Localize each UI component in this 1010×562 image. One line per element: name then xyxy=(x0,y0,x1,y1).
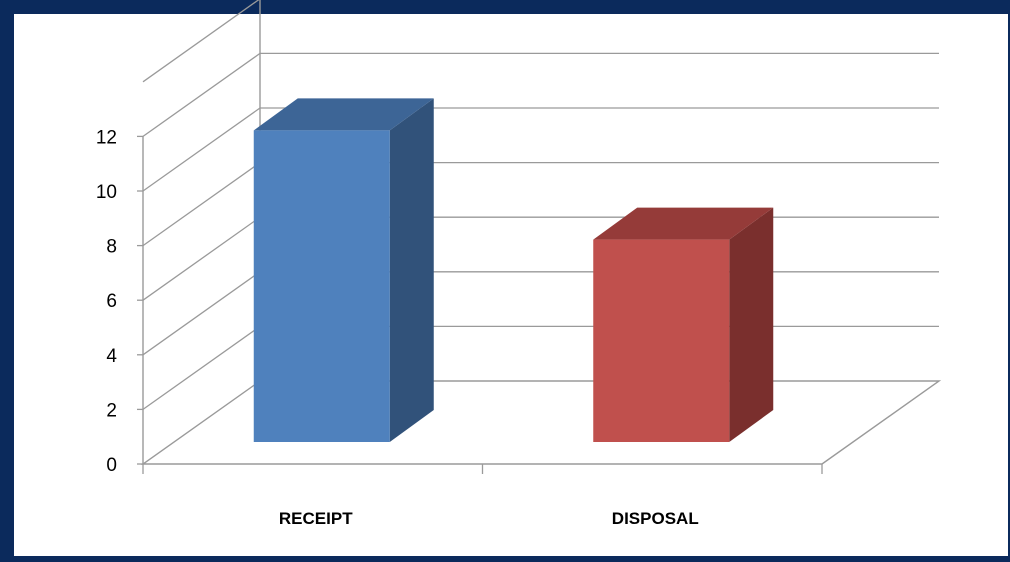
bar-front-face xyxy=(593,239,730,442)
bar-top-face xyxy=(593,207,774,240)
gridline-diagonal xyxy=(142,216,261,301)
gridline-diagonal xyxy=(142,52,261,137)
y-axis-ticks: 0 2 4 6 8 10 12 xyxy=(96,127,823,476)
y-tick-label: 2 xyxy=(106,400,117,421)
y-tick-label: 10 xyxy=(96,182,117,203)
bar-disposal xyxy=(593,207,774,442)
gridline-diagonal xyxy=(142,325,261,410)
bar-top-face xyxy=(253,98,434,131)
y-tick-label: 0 xyxy=(106,455,117,476)
chart-panel xyxy=(14,14,1008,556)
y-tick-label: 8 xyxy=(106,237,117,258)
bars xyxy=(253,98,774,443)
y-tick-label: 4 xyxy=(106,346,117,367)
gridline-diagonal xyxy=(142,162,261,247)
gridline-diagonal xyxy=(142,0,260,83)
bar-receipt xyxy=(253,98,434,443)
x-category-label: DISPOSAL xyxy=(612,509,699,528)
chart-floor xyxy=(140,380,942,465)
gridline-diagonal xyxy=(142,271,261,356)
y-tick-label: 6 xyxy=(106,291,117,312)
x-category-label: RECEIPT xyxy=(279,509,353,528)
bar-side-face xyxy=(389,98,434,443)
bar-front-face xyxy=(253,130,390,442)
y-tick-label: 12 xyxy=(96,127,117,148)
bar-side-face xyxy=(729,207,774,442)
gridline-diagonal xyxy=(142,107,261,192)
x-axis-labels: RECEIPT DISPOSAL xyxy=(279,509,699,528)
